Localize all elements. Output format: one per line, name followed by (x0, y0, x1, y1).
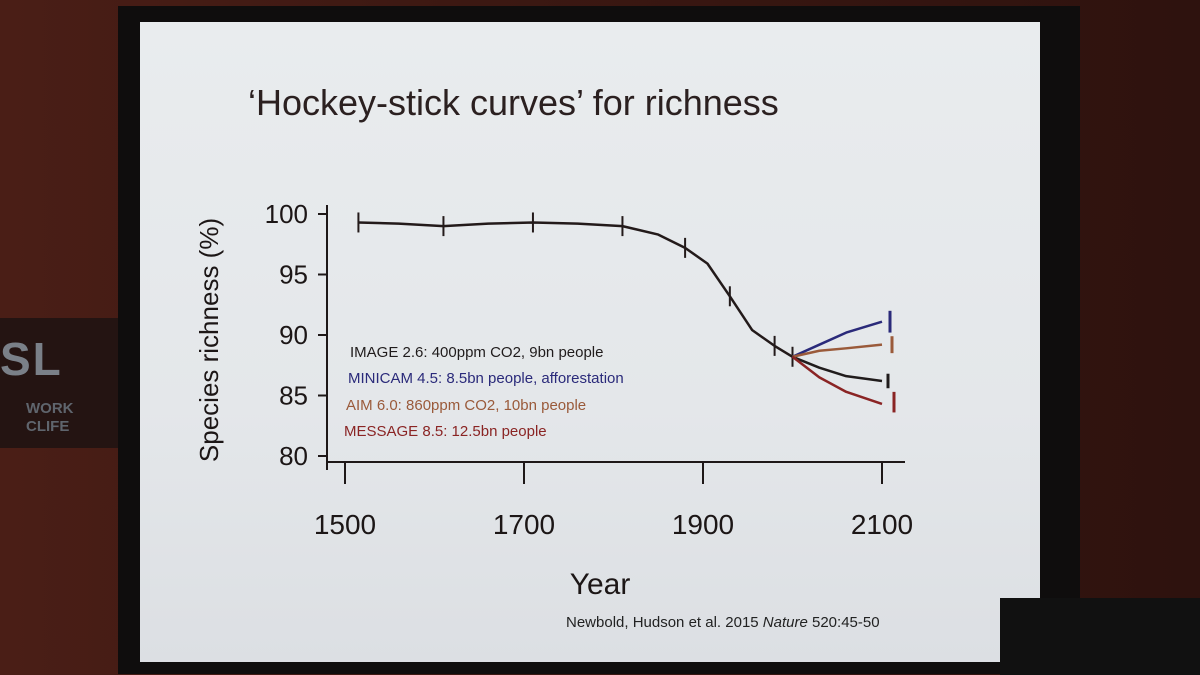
wall-banner: SL WORK CLIFE (0, 318, 118, 448)
banner-small-line-1: WORK (26, 400, 74, 417)
slide-title: ‘Hockey-stick curves’ for richness (248, 82, 779, 123)
banner-small-line-2: CLIFE (26, 418, 70, 435)
y-tick-label-100: 100 (265, 199, 308, 229)
axes-group: 80 85 90 95 100 1500 1700 1900 2100 Year Species r… (194, 199, 913, 601)
series-line-aim (792, 343, 883, 358)
projector-screen (140, 22, 1040, 662)
citation-journal: Nature (762, 614, 808, 631)
series-line-message (791, 355, 883, 406)
x-axis-label: Year (570, 568, 631, 601)
x-tick-label-1700: 1700 (493, 509, 555, 540)
citation-authors: Newbold, Hudson et al. 2015 (566, 614, 763, 631)
lines-group (357, 212, 896, 413)
citation-ref: 520:45-50 (807, 614, 880, 631)
banner-logo-text: SL (0, 333, 63, 385)
x-tick-label-1500: 1500 (314, 509, 376, 540)
x-tick-label-1900: 1900 (672, 509, 734, 540)
citation: Newbold, Hudson et al. 2015 Nature 520:4… (566, 614, 880, 631)
podium-silhouette (1000, 598, 1200, 675)
y-tick-label-90: 90 (279, 320, 308, 350)
x-tick-label-2100: 2100 (851, 509, 913, 540)
y-tick-label-95: 95 (279, 260, 308, 290)
legend-minicam: MINICAM 4.5: 8.5bn people, afforestation (348, 370, 624, 387)
legend-aim: AIM 6.0: 860ppm CO2, 10bn people (346, 397, 587, 414)
legend-image: IMAGE 2.6: 400ppm CO2, 9bn people (350, 344, 604, 361)
y-tick-label-80: 80 (279, 441, 308, 471)
historical-line (358, 221, 794, 358)
legend-message: MESSAGE 8.5: 12.5bn people (344, 423, 547, 440)
series-line-minicam (791, 320, 883, 358)
y-axis-label: Species richness (%) (194, 218, 224, 462)
banner-small-text: WORK CLIFE (26, 400, 74, 436)
y-tick-label-85: 85 (279, 381, 308, 411)
series-line-image (792, 355, 883, 383)
